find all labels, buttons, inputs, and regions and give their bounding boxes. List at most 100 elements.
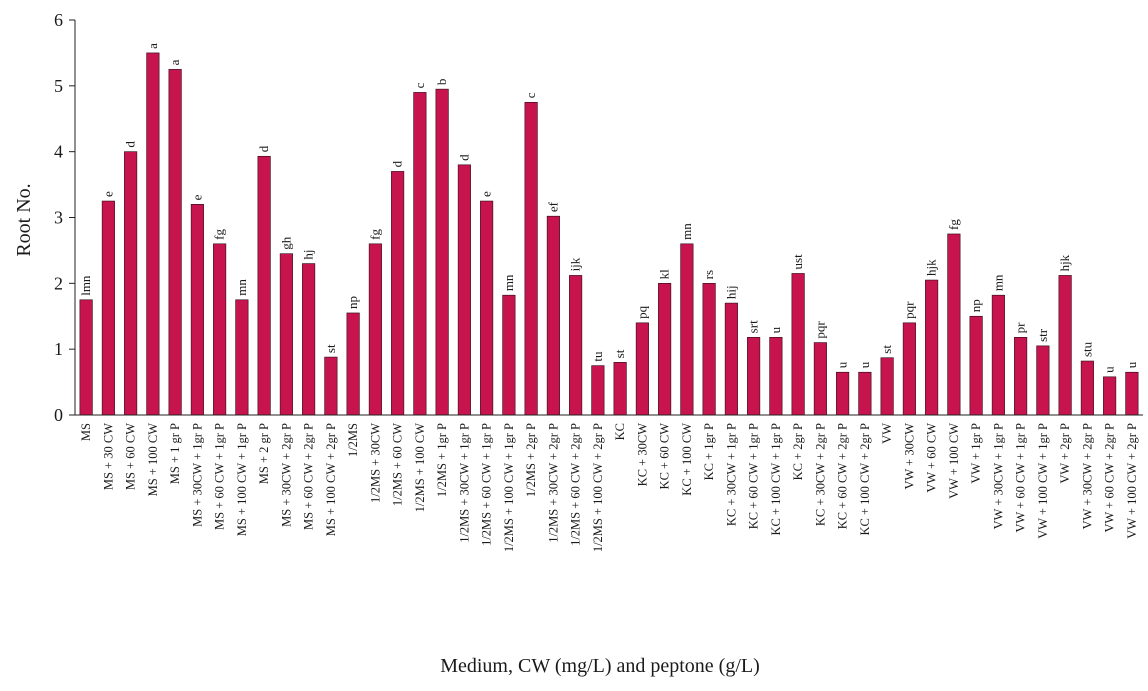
bar — [502, 294, 516, 416]
category-label: MS + 30CW + 1gr P — [190, 423, 204, 527]
bar — [391, 171, 405, 416]
significance-letter: d — [123, 141, 138, 148]
significance-letter: tu — [590, 351, 605, 362]
bar — [769, 337, 783, 416]
bar — [457, 164, 471, 416]
category-label: MS + 2 gr P — [257, 423, 271, 484]
x-axis-title: Medium, CW (mg/L) and peptone (g/L) — [440, 655, 760, 677]
significance-letter: st — [879, 345, 894, 354]
category-label: KC — [613, 423, 627, 440]
category-label: KC + 60 CW — [658, 423, 672, 490]
bar — [101, 200, 115, 416]
category-label: KC + 30CW — [635, 423, 649, 487]
significance-letter: lmn — [78, 275, 93, 296]
category-label: 1/2MS + 100 CW + 2gr P — [591, 423, 605, 552]
significance-letter: pr — [1013, 322, 1028, 334]
category-label: 1/2MS + 100 CW + 1gr P — [502, 423, 516, 552]
category-label: 1/2MS + 30CW — [368, 423, 382, 503]
bar — [324, 356, 338, 416]
category-label: KC + 100 CW — [680, 423, 694, 496]
bar — [146, 52, 160, 416]
bar — [524, 101, 538, 416]
bar — [213, 243, 227, 416]
significance-letter: kl — [657, 269, 672, 280]
bar — [279, 253, 293, 416]
bar — [257, 155, 271, 416]
category-label: KC + 1gr P — [702, 423, 716, 480]
significance-letter: ijk — [568, 257, 583, 271]
category-label: KC + 30CW + 2gr P — [813, 423, 827, 526]
significance-letter: st — [612, 349, 627, 358]
significance-letter: gh — [278, 236, 293, 250]
bar — [124, 151, 138, 416]
bar — [1125, 371, 1139, 416]
significance-letter: c — [412, 82, 427, 88]
bar — [368, 243, 382, 416]
bar — [569, 275, 583, 416]
bar — [991, 294, 1005, 416]
significance-letter: hj — [301, 249, 316, 259]
bar — [747, 337, 761, 416]
significance-letter: rs — [701, 270, 716, 279]
bar — [413, 92, 427, 416]
bar — [791, 273, 805, 416]
significance-letter: fg — [212, 229, 227, 240]
significance-letter: np — [968, 299, 983, 312]
significance-letter: u — [857, 361, 872, 368]
bar — [346, 312, 360, 416]
category-label: MS + 60 CW + 2gr P — [302, 423, 316, 530]
bar — [902, 322, 916, 416]
bar — [613, 362, 627, 416]
y-tick-label: 5 — [54, 76, 63, 96]
y-tick-label: 6 — [54, 10, 63, 30]
category-label: VW + 100 CW — [947, 423, 961, 499]
category-label: VW + 2gr P — [1058, 423, 1072, 484]
significance-letter: mn — [679, 223, 694, 240]
significance-letter: pq — [634, 305, 649, 319]
significance-letter: d — [256, 145, 271, 152]
category-label: VW + 30CW + 1gr P — [991, 423, 1005, 529]
category-label: MS — [79, 423, 93, 441]
category-label: VW + 100 CW + 2gr P — [1125, 423, 1139, 539]
significance-letter: u — [1102, 366, 1117, 373]
significance-letter: u — [835, 361, 850, 368]
significance-letter: fg — [946, 219, 961, 230]
category-label: MS + 100 CW + 1gr P — [235, 423, 249, 536]
bar — [79, 299, 93, 416]
bar — [813, 342, 827, 416]
category-label: 1/2MS + 30CW + 1gr P — [457, 423, 471, 543]
significance-letter: d — [390, 160, 405, 167]
significance-letter: u — [768, 326, 783, 333]
bar — [480, 200, 494, 416]
y-tick-label: 3 — [54, 208, 63, 228]
category-label: 1/2MS + 30CW + 2gr P — [546, 423, 560, 543]
category-label: MS + 1 gr P — [168, 423, 182, 484]
bar — [235, 299, 249, 416]
bar — [880, 357, 894, 416]
significance-letter: str — [1035, 328, 1050, 342]
bar — [168, 69, 182, 416]
significance-letter: mn — [501, 274, 516, 291]
category-label: VW + 60 CW — [925, 423, 939, 493]
significance-letter: pqr — [812, 321, 827, 339]
bar — [947, 233, 961, 416]
bar — [925, 279, 939, 416]
bars — [79, 52, 1139, 416]
bar — [702, 283, 716, 416]
significance-letter: d — [456, 154, 471, 161]
significance-letter: mn — [990, 274, 1005, 291]
category-label: KC + 30CW + 1gr P — [724, 423, 738, 526]
category-label: MS + 100 CW + 2gr P — [324, 423, 338, 536]
significance-letter: ust — [790, 254, 805, 270]
y-tick-label: 1 — [54, 339, 63, 359]
category-label: KC + 100 CW + 1gr P — [769, 423, 783, 536]
bar — [658, 283, 672, 416]
category-label: 1/2MS + 60 CW — [391, 423, 405, 506]
significance-letter: e — [100, 191, 115, 197]
significance-letter: stu — [1079, 341, 1094, 357]
bar — [635, 322, 649, 416]
category-label: MS + 60 CW — [124, 423, 138, 490]
significance-letter: a — [167, 59, 182, 65]
